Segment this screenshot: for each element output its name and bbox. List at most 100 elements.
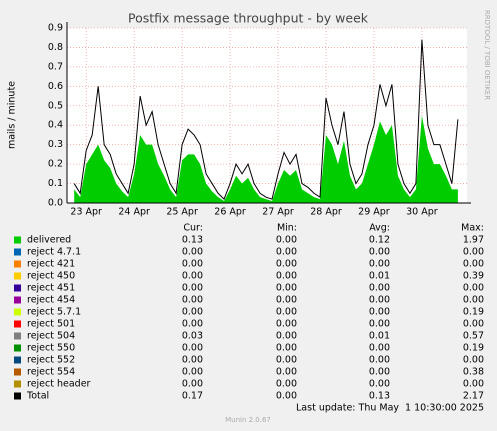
legend-label: reject 552 xyxy=(27,355,75,366)
x-tick-label: 23 Apr xyxy=(70,207,102,218)
legend-value: 0.00 xyxy=(182,271,203,282)
legend-value: 0.00 xyxy=(463,355,484,366)
legend-swatch xyxy=(14,344,21,352)
line xyxy=(73,39,459,200)
y-tick-label: 0.2 xyxy=(48,159,63,170)
legend-value: 1.97 xyxy=(463,235,484,246)
legend-value: 0.00 xyxy=(276,271,297,282)
legend-value: 0.00 xyxy=(369,367,390,378)
legend-label: reject 5.7.1 xyxy=(27,307,81,318)
y-tick-label: 0.4 xyxy=(48,120,63,131)
legend-label: delivered xyxy=(27,235,71,246)
legend-swatch xyxy=(14,260,21,268)
legend-label: reject header xyxy=(27,379,91,390)
legend-value: 0.00 xyxy=(182,283,203,294)
legend-value: 0.00 xyxy=(276,379,297,390)
chart-title: Postfix message throughput - by week xyxy=(128,11,369,26)
legend-value: 0.01 xyxy=(369,331,390,342)
legend-value: 0.00 xyxy=(369,379,390,390)
legend-value: 0.00 xyxy=(463,319,484,330)
legend-value: 0.00 xyxy=(182,343,203,354)
legend-value: 0.00 xyxy=(369,343,390,354)
legend-label: reject 450 xyxy=(27,271,75,282)
plot-area xyxy=(67,28,467,203)
legend-value: 0.00 xyxy=(276,391,297,402)
legend-value: 0.00 xyxy=(276,247,297,258)
legend-value: 0.00 xyxy=(276,367,297,378)
legend-swatch xyxy=(14,392,21,400)
y-axis-label: mails / minute xyxy=(7,81,18,149)
legend-value: 0.38 xyxy=(463,367,484,378)
y-tick-label: 0.6 xyxy=(48,81,63,92)
legend-value: 0.00 xyxy=(182,259,203,270)
y-tick-label: 0.9 xyxy=(48,23,63,34)
legend-swatch xyxy=(14,308,21,316)
legend-value: 0.01 xyxy=(369,271,390,282)
legend-value: 0.00 xyxy=(182,319,203,330)
x-tick-label: 27 Apr xyxy=(262,207,294,218)
legend-swatch xyxy=(14,320,21,328)
legend-value: 0.00 xyxy=(463,259,484,270)
legend-value: 0.57 xyxy=(463,331,484,342)
legend-value: 0.00 xyxy=(182,295,203,306)
area xyxy=(74,115,458,203)
legend-value: 0.00 xyxy=(276,235,297,246)
legend-label: Total xyxy=(26,391,49,402)
legend-value: 0.00 xyxy=(463,379,484,390)
legend-value: 0.00 xyxy=(276,307,297,318)
legend-swatch xyxy=(14,380,21,388)
legend-label: reject 550 xyxy=(27,343,75,354)
legend-value: 0.17 xyxy=(182,391,203,402)
legend-value: 0.00 xyxy=(276,319,297,330)
legend-label: reject 421 xyxy=(27,259,75,270)
column-header: Min: xyxy=(277,223,297,234)
legend-value: 0.00 xyxy=(276,343,297,354)
legend-value: 0.12 xyxy=(369,235,390,246)
legend-value: 0.00 xyxy=(182,367,203,378)
legend-value: 0.00 xyxy=(182,307,203,318)
legend-label: reject 454 xyxy=(27,295,75,306)
legend-label: reject 4.7.1 xyxy=(27,247,81,258)
legend-value: 0.00 xyxy=(463,283,484,294)
legend-value: 0.00 xyxy=(369,355,390,366)
legend-swatch xyxy=(14,368,21,376)
column-header: Avg: xyxy=(369,223,390,234)
legend-label: reject 501 xyxy=(27,319,75,330)
legend-value: 0.13 xyxy=(369,391,390,402)
legend-value: 0.00 xyxy=(182,379,203,390)
y-tick-label: 0.8 xyxy=(48,42,63,53)
legend-value: 0.00 xyxy=(463,247,484,258)
legend-value: 0.00 xyxy=(276,295,297,306)
x-tick-label: 25 Apr xyxy=(166,207,198,218)
y-tick-label: 0.1 xyxy=(48,178,63,189)
legend-value: 0.00 xyxy=(276,259,297,270)
legend-swatch xyxy=(14,356,21,364)
legend-value: 0.00 xyxy=(369,259,390,270)
x-tick-label: 29 Apr xyxy=(358,207,390,218)
legend-swatch xyxy=(14,296,21,304)
legend-swatch xyxy=(14,272,21,280)
legend-label: reject 504 xyxy=(27,331,75,342)
legend-value: 0.03 xyxy=(182,331,203,342)
legend-swatch xyxy=(14,236,21,244)
legend-swatch xyxy=(14,284,21,292)
x-tick-label: 28 Apr xyxy=(310,207,342,218)
legend-value: 0.00 xyxy=(276,355,297,366)
legend-swatch xyxy=(14,248,21,256)
legend-swatch xyxy=(14,332,21,340)
version: Munin 2.0.67 xyxy=(225,416,271,424)
legend-value: 2.17 xyxy=(463,391,484,402)
y-tick-label: 0.5 xyxy=(48,100,63,111)
legend-value: 0.00 xyxy=(369,247,390,258)
column-header: Cur: xyxy=(183,223,203,234)
legend-value: 0.00 xyxy=(182,355,203,366)
legend-value: 0.13 xyxy=(182,235,203,246)
legend-value: 0.00 xyxy=(276,283,297,294)
y-tick-label: 0.0 xyxy=(48,198,63,209)
legend-value: 0.19 xyxy=(463,307,484,318)
last-update: Last update: Thu May 1 10:30:00 2025 xyxy=(296,403,484,414)
legend-value: 0.00 xyxy=(276,331,297,342)
legend-label: reject 554 xyxy=(27,367,75,378)
column-header: Max: xyxy=(461,223,484,234)
